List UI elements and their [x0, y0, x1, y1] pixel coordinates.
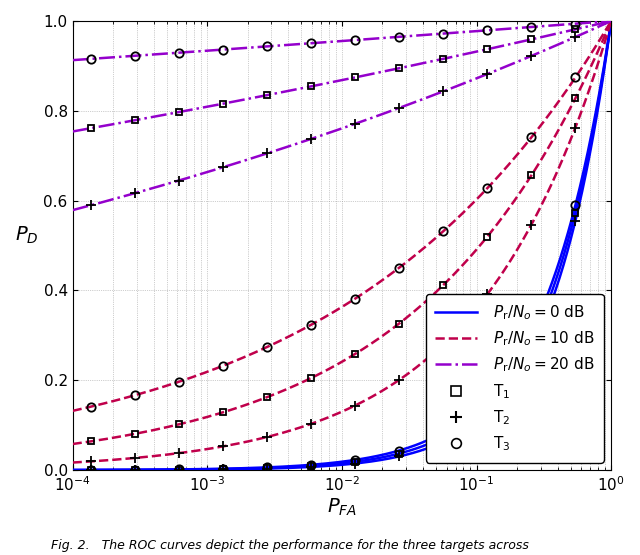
Text: Fig. 2.   The ROC curves depict the performance for the three targets across: Fig. 2. The ROC curves depict the perfor… [51, 539, 529, 552]
Legend: $P_{\mathrm{r}}/N_o = 0$ dB, $P_{\mathrm{r}}/N_o = 10$ dB, $P_{\mathrm{r}}/N_o =: $P_{\mathrm{r}}/N_o = 0$ dB, $P_{\mathrm… [426, 294, 604, 462]
Y-axis label: $P_D$: $P_D$ [15, 224, 38, 245]
X-axis label: $P_{FA}$: $P_{FA}$ [327, 497, 357, 518]
